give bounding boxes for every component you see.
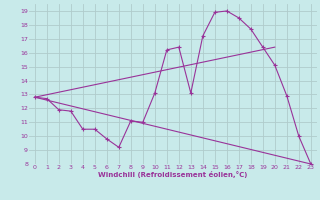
X-axis label: Windchill (Refroidissement éolien,°C): Windchill (Refroidissement éolien,°C) [98,171,247,178]
